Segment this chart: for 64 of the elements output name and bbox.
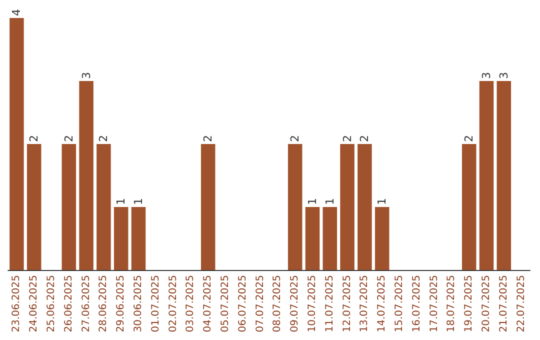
data-label: 1 bbox=[306, 198, 319, 205]
x-tick-label: 26.06.2025 bbox=[63, 275, 74, 332]
x-tick-label: 20.07.2025 bbox=[481, 275, 492, 332]
x-tick-label: 24.06.2025 bbox=[28, 275, 40, 332]
x-tick-label: 28.06.2025 bbox=[98, 275, 110, 332]
data-label: 3 bbox=[80, 72, 93, 79]
x-tick-label: 03.07.2025 bbox=[185, 275, 196, 332]
data-label: 1 bbox=[114, 198, 128, 205]
data-label: 3 bbox=[497, 72, 510, 79]
x-tick-label: 13.07.2025 bbox=[359, 275, 370, 332]
x-tick-label: 07.07.2025 bbox=[254, 275, 266, 332]
bar bbox=[79, 81, 94, 270]
bar bbox=[200, 144, 216, 270]
x-tick-label: 02.07.2025 bbox=[168, 275, 179, 332]
bar bbox=[305, 207, 320, 270]
data-label: 1 bbox=[132, 198, 145, 205]
x-tick-label: 23.06.2025 bbox=[11, 275, 22, 332]
bar bbox=[322, 207, 338, 270]
bar bbox=[26, 144, 42, 270]
x-tick-label: 30.06.2025 bbox=[133, 275, 144, 332]
bar bbox=[96, 144, 111, 270]
x-tick-label: 25.06.2025 bbox=[46, 275, 57, 332]
x-tick-label: 05.07.2025 bbox=[220, 275, 231, 332]
x-tick-label: 15.07.2025 bbox=[394, 275, 405, 332]
x-tick-label: 21.07.2025 bbox=[498, 275, 510, 332]
x-tick-label: 22.07.2025 bbox=[516, 275, 527, 332]
data-label: 2 bbox=[28, 135, 41, 142]
bar bbox=[10, 18, 24, 270]
data-label: 1 bbox=[376, 198, 389, 205]
data-label: 1 bbox=[323, 198, 336, 205]
data-label: 2 bbox=[97, 135, 110, 142]
bar bbox=[462, 144, 476, 270]
x-tick-label: 17.07.2025 bbox=[428, 275, 440, 332]
x-tick-label: 08.07.2025 bbox=[272, 275, 284, 332]
x-tick-label: 27.06.2025 bbox=[80, 275, 92, 332]
x-tick-label: 19.07.2025 bbox=[464, 275, 475, 332]
x-tick-label: 10.07.2025 bbox=[307, 275, 318, 332]
x-tick-label: 11.07.2025 bbox=[324, 275, 336, 332]
data-label: 2 bbox=[340, 135, 354, 142]
bar bbox=[131, 207, 146, 270]
x-tick-label: 14.07.2025 bbox=[376, 275, 388, 332]
data-label: 3 bbox=[480, 72, 493, 79]
data-label: 2 bbox=[62, 135, 76, 142]
x-tick-label: 16.07.2025 bbox=[411, 275, 422, 332]
bar bbox=[340, 144, 354, 270]
bar bbox=[288, 144, 302, 270]
bar bbox=[496, 81, 512, 270]
x-tick-label: 04.07.2025 bbox=[202, 275, 214, 332]
data-label: 2 bbox=[288, 135, 302, 142]
bar bbox=[358, 144, 372, 270]
data-label: 2 bbox=[358, 135, 372, 142]
bar bbox=[62, 144, 76, 270]
x-tick-label: 01.07.2025 bbox=[150, 275, 162, 332]
data-label: 2 bbox=[202, 135, 215, 142]
x-tick-label: 06.07.2025 bbox=[237, 275, 248, 332]
data-label: 4 bbox=[10, 9, 24, 16]
x-tick-label: 18.07.2025 bbox=[446, 275, 458, 332]
bar bbox=[114, 207, 128, 270]
bar bbox=[374, 207, 390, 270]
x-tick-label: 09.07.2025 bbox=[290, 275, 301, 332]
bar bbox=[479, 81, 494, 270]
x-tick-label: 29.06.2025 bbox=[116, 275, 127, 332]
x-tick-label: 12.07.2025 bbox=[342, 275, 353, 332]
data-label: 2 bbox=[462, 135, 476, 142]
